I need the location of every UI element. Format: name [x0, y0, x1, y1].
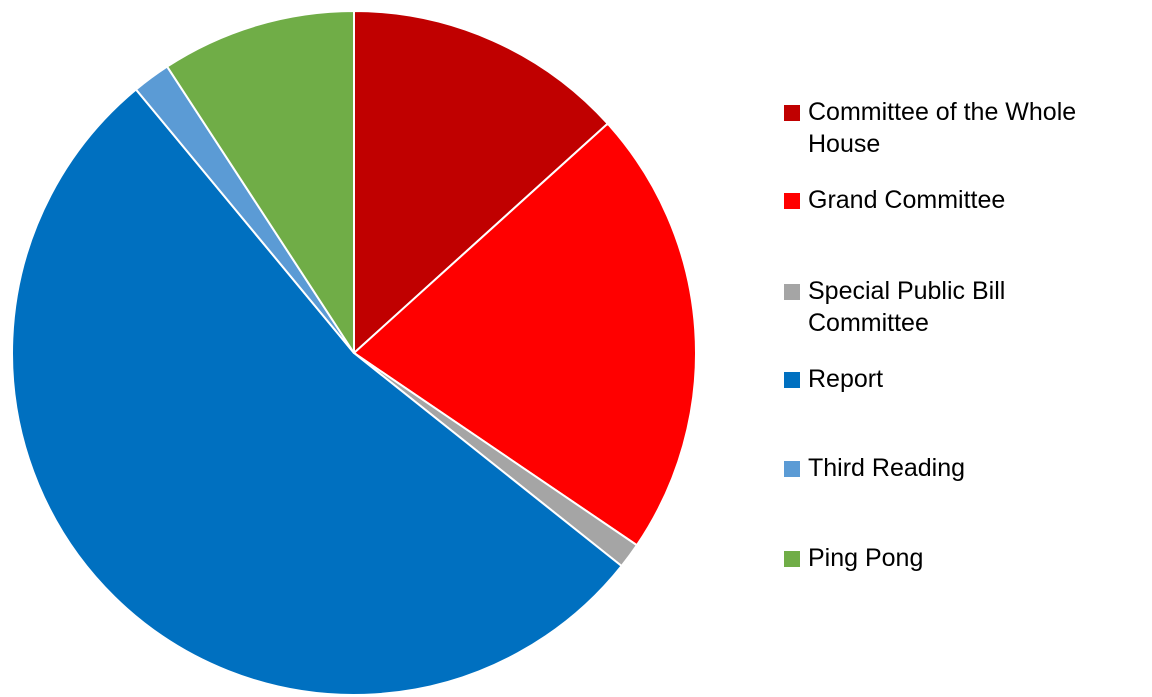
legend: Committee of the Whole House Grand Commi… [784, 0, 1144, 697]
legend-label: Special Public Bill Committee [808, 277, 1006, 337]
legend-swatch [784, 461, 800, 477]
legend-item-committee-of-the-whole-house: Committee of the Whole House [784, 96, 1144, 160]
legend-swatch [784, 284, 800, 300]
pie-slice-1 [353, 122, 697, 547]
legend-item-ping-pong: Ping Pong [784, 542, 1144, 574]
legend-swatch [784, 551, 800, 567]
legend-swatch [784, 105, 800, 121]
legend-swatch [784, 372, 800, 388]
legend-label: Report [808, 365, 884, 393]
pie-slice-0 [353, 10, 609, 354]
legend-label: Committee of the Whole House [808, 98, 1077, 158]
pie-slice-5 [166, 10, 355, 354]
pie-slice-3 [11, 88, 623, 696]
legend-item-report: Report [784, 363, 1144, 395]
legend-label: Ping Pong [808, 544, 924, 572]
legend-label: Third Reading [808, 454, 966, 482]
legend-item-third-reading: Third Reading [784, 452, 1144, 484]
legend-item-special-public-bill-committee: Special Public Bill Committee [784, 275, 1144, 339]
legend-swatch [784, 193, 800, 209]
pie-chart [11, 10, 697, 696]
legend-label: Grand Committee [808, 186, 1006, 214]
legend-item-grand-committee: Grand Committee [784, 184, 1144, 216]
